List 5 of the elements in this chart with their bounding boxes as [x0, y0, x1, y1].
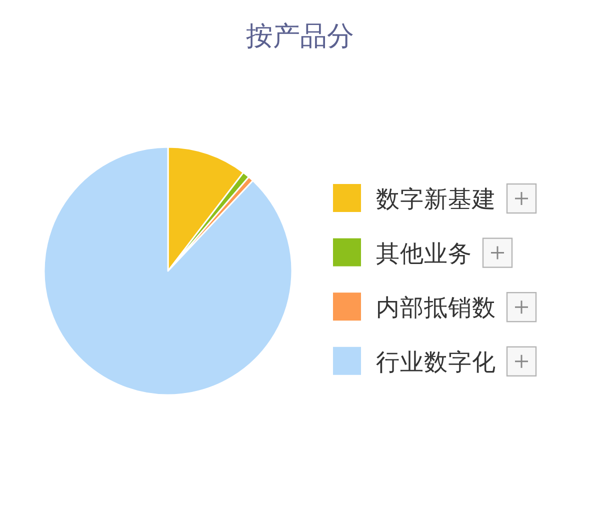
legend-label: 其他业务 — [376, 240, 472, 266]
legend-label: 数字新基建 — [376, 186, 496, 212]
legend-label: 内部抵销数 — [376, 294, 496, 321]
chart-title: 按产品分 — [246, 21, 354, 51]
legend-label: 行业数字化 — [376, 348, 496, 375]
